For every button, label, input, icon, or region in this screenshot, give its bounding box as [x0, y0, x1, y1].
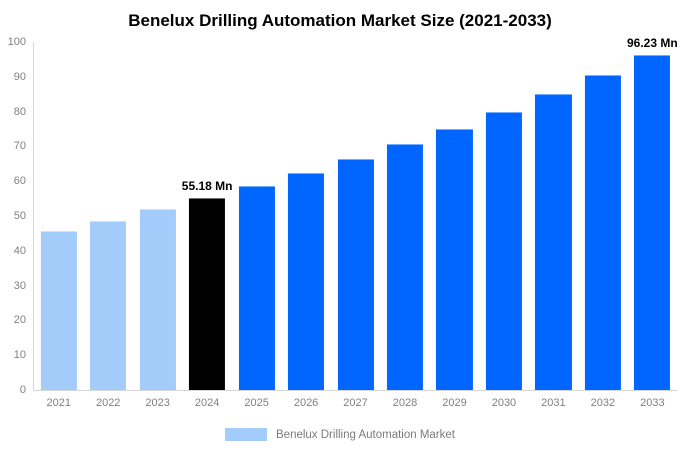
y-tick-label: 50: [13, 210, 26, 222]
bar-2026[interactable]: [288, 172, 325, 390]
y-tick-label: 40: [13, 244, 26, 257]
bar-column: 2030: [479, 42, 528, 409]
y-tick-label: 70: [13, 140, 26, 153]
legend[interactable]: Benelux Drilling Automation Market: [0, 428, 680, 441]
x-tick-label: 2023: [145, 397, 170, 409]
x-tick-label: 2022: [95, 397, 121, 409]
plot-area: 2021 2022 2023 55.18 Mn 2024 2025 2026 2027 2028…: [33, 36, 678, 409]
x-tick-label: 2021: [46, 397, 71, 409]
bar-column: 2022: [83, 42, 132, 409]
bar-column: 96.23 Mn 2033: [627, 36, 678, 409]
bar-2028[interactable]: [386, 144, 424, 390]
y-tick-label: 0: [19, 384, 26, 396]
bar-2022[interactable]: [90, 220, 127, 390]
bar-column: 2025: [232, 42, 281, 409]
y-tick-label: 10: [13, 349, 26, 362]
bar-2033[interactable]: [634, 55, 671, 390]
x-tick-label: 2024: [194, 397, 220, 409]
x-tick-label: 2033: [640, 397, 665, 409]
bar-column: 2029: [430, 42, 479, 409]
bar-2025[interactable]: [238, 185, 275, 390]
x-tick-label: 2027: [343, 397, 368, 409]
bar-2031[interactable]: [535, 94, 572, 390]
y-tick-label: 80: [13, 105, 26, 118]
bar-column: 55.18 Mn 2024: [182, 42, 233, 409]
legend-label: Benelux Drilling Automation Market: [276, 428, 455, 441]
bar-2029[interactable]: [436, 128, 473, 390]
bar-column: 2026: [281, 42, 330, 409]
bar-column: 2023: [133, 42, 182, 409]
x-tick-label: 2029: [442, 397, 467, 409]
bar-column: 2032: [578, 42, 627, 409]
bar-value-label: 96.23 Mn: [627, 36, 678, 51]
bar-column: 2031: [529, 42, 578, 409]
bar-2021[interactable]: [40, 230, 77, 390]
bar-2030[interactable]: [485, 111, 523, 390]
y-axis: 0 10 20 30 40 50 60 70 80 90 100: [0, 36, 28, 396]
x-tick-label: 2025: [244, 397, 269, 409]
bar-value-label: 55.18 Mn: [181, 178, 233, 193]
bar-column: 2027: [331, 42, 380, 409]
bar-column: 2028: [380, 42, 429, 409]
legend-swatch-icon: [225, 428, 267, 441]
bar-column: 2021: [34, 42, 83, 409]
y-tick-label: 20: [13, 314, 26, 327]
bar-2032[interactable]: [584, 75, 621, 390]
chart-title: Benelux Drilling Automation Market Size …: [128, 11, 552, 30]
y-tick-label: 90: [13, 70, 26, 83]
x-tick-label: 2032: [590, 397, 616, 409]
y-tick-label: 100: [7, 36, 26, 48]
x-tick-label: 2028: [392, 397, 418, 409]
x-tick-label: 2026: [293, 397, 319, 409]
bar-2027[interactable]: [337, 158, 374, 390]
x-tick-label: 2031: [541, 397, 566, 409]
bar-2024[interactable]: [189, 197, 226, 390]
y-tick-label: 60: [13, 175, 26, 188]
y-tick-label: 30: [13, 279, 26, 292]
bar-2023[interactable]: [139, 209, 176, 390]
x-tick-label: 2030: [491, 397, 517, 409]
